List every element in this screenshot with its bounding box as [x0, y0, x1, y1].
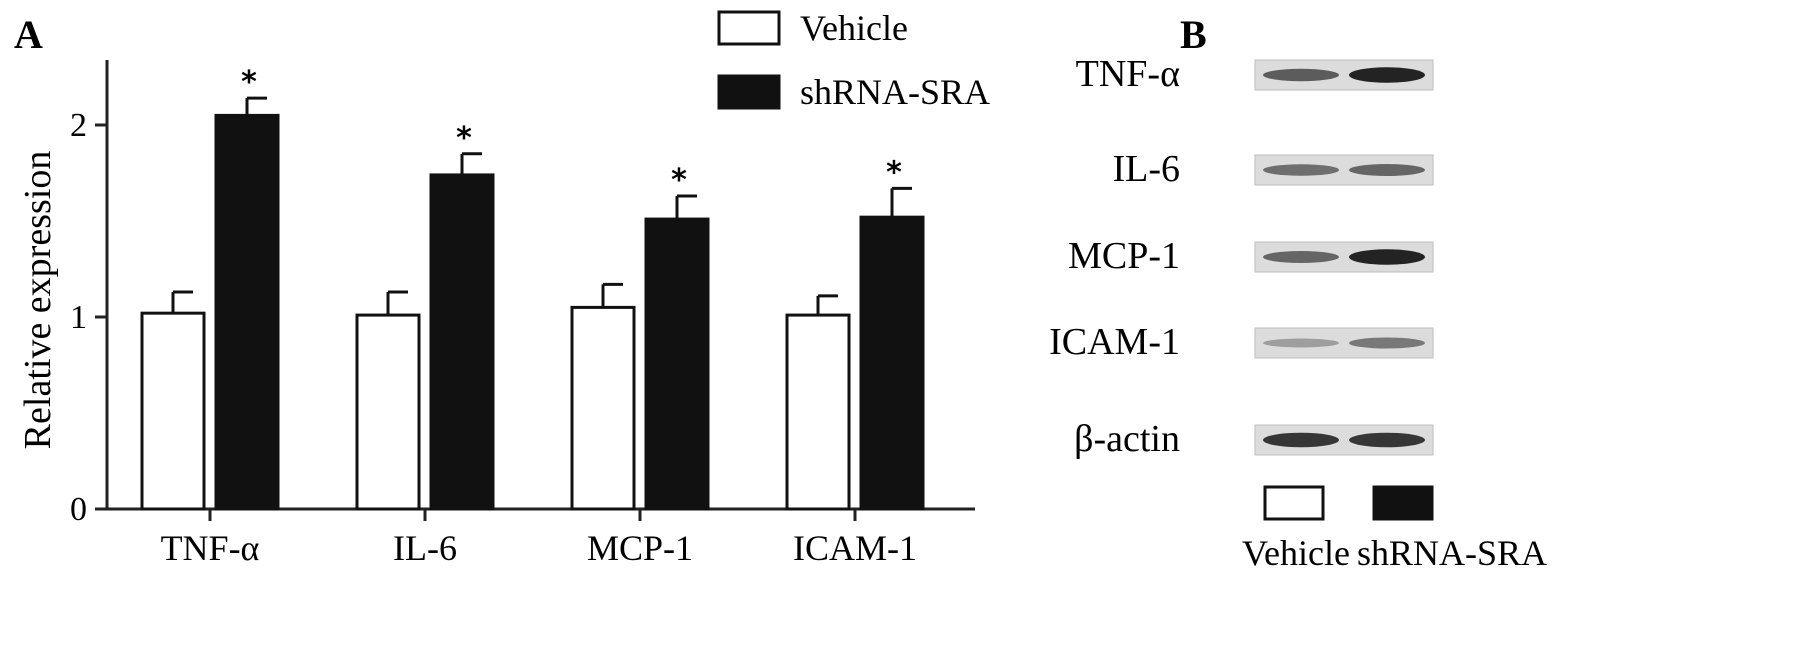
blot-band-vehicle [1263, 338, 1339, 348]
legend-swatch-vehicle [717, 10, 781, 46]
blot-band-shrna-sra [1349, 337, 1425, 349]
blot-band-shrna-sra [1349, 67, 1425, 83]
chart-bars: * * * * [140, 65, 925, 511]
blot-band-vehicle [1263, 164, 1339, 176]
blot-strip [1254, 154, 1434, 186]
bar-shrna-sra [644, 217, 710, 511]
significance-marker: * [886, 155, 902, 190]
western-blot-panel: TNF-α IL-6 MCP-1 ICAM-1 β-actin Vehicle shRNA-… [1049, 53, 1547, 573]
legend-label: Vehicle [800, 8, 908, 48]
blot-row-label: β-actin [1074, 418, 1180, 460]
bar-shrna-sra [859, 215, 925, 511]
legend-label: shRNA-SRA [800, 72, 990, 112]
blot-strip [1254, 241, 1434, 273]
significance-marker: * [456, 121, 472, 156]
blot-row-label: TNF-α [1076, 53, 1180, 95]
panel-a-label: A [14, 12, 43, 57]
bar-shrna-sra [429, 173, 495, 511]
legend-swatch-shrna-sra [717, 74, 781, 110]
y-tick-label: 0 [70, 491, 87, 528]
chart-legend: Vehicle shRNA-SRA [717, 8, 990, 112]
blot-band-vehicle [1263, 251, 1339, 263]
y-tick-label: 2 [70, 107, 87, 144]
y-tick-label: 1 [70, 299, 87, 336]
bar-vehicle [785, 313, 851, 511]
blot-band-vehicle [1263, 432, 1339, 448]
blot-band-vehicle [1263, 68, 1339, 82]
blot-row-label: MCP-1 [1068, 235, 1180, 277]
blot-row-label: IL-6 [1112, 148, 1180, 190]
bar-vehicle [140, 311, 206, 511]
blot-strip [1254, 424, 1434, 456]
y-axis-title: Relative expression [17, 151, 59, 450]
chart-axes: 0 1 2 Relative expression TNF-α IL-6 MCP-1 ICAM… [17, 60, 975, 568]
x-category-label: MCP-1 [587, 528, 693, 568]
blot-legend-swatch-shrna-sra [1372, 485, 1434, 521]
blot-strip [1254, 327, 1434, 359]
panel-b-label: B [1180, 12, 1207, 57]
bar-chart: 0 1 2 Relative expression TNF-α IL-6 MCP-1 ICAM… [17, 8, 990, 568]
x-category-label: TNF-α [161, 528, 260, 568]
x-category-label: ICAM-1 [793, 528, 917, 568]
x-category-label: IL-6 [393, 528, 457, 568]
blot-band-shrna-sra [1349, 249, 1425, 265]
bar-vehicle [570, 305, 636, 511]
blot-strip [1254, 59, 1434, 91]
significance-marker: * [241, 65, 257, 100]
blot-band-shrna-sra [1349, 164, 1425, 176]
blot-legend-swatch-vehicle [1263, 485, 1325, 521]
blot-legend-label: shRNA-SRA [1357, 533, 1547, 573]
bar-shrna-sra [214, 113, 280, 511]
blot-legend-label: Vehicle [1242, 533, 1350, 573]
bar-vehicle [355, 313, 421, 511]
blot-row-label: ICAM-1 [1049, 321, 1180, 363]
significance-marker: * [671, 163, 687, 198]
blot-band-shrna-sra [1349, 432, 1425, 448]
